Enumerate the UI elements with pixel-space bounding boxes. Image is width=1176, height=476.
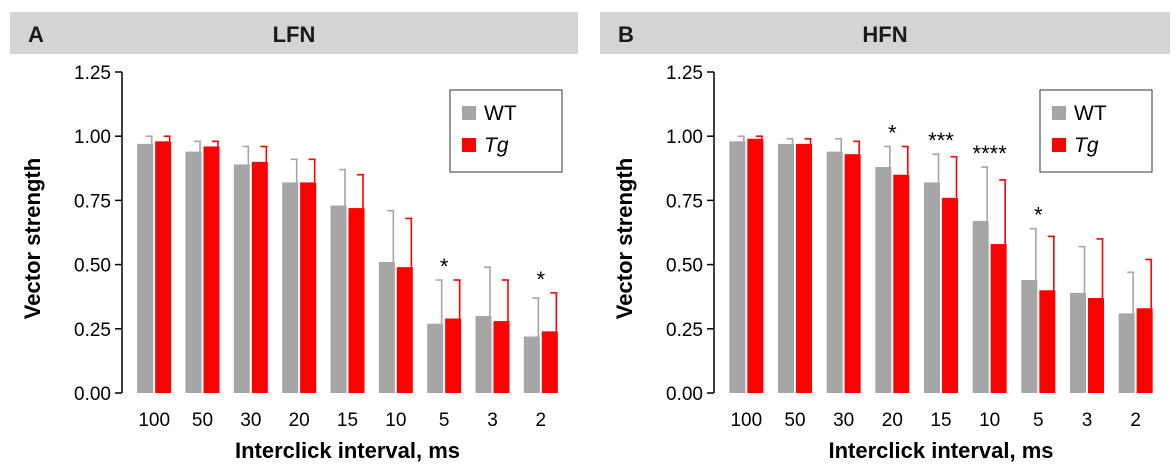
bar-wt [1118, 313, 1135, 393]
y-tick-label: 1.00 [666, 127, 703, 148]
y-axis-label: Vector strength [612, 158, 637, 319]
bar-wt [1021, 280, 1038, 393]
bar-wt [427, 323, 444, 393]
bar-tg [844, 154, 861, 393]
x-axis-label: Interclick interval, ms [829, 438, 1054, 463]
significance-marker: * [1034, 203, 1043, 228]
legend-swatch [1052, 106, 1066, 120]
x-tick-label: 2 [1130, 410, 1141, 431]
x-axis-label: Interclick interval, ms [235, 438, 460, 463]
bar-wt [523, 336, 540, 393]
x-tick-label: 2 [536, 410, 547, 431]
y-tick-label: 0.50 [666, 256, 703, 277]
significance-marker: *** [928, 128, 954, 153]
legend-swatch [462, 106, 476, 120]
bar-wt [282, 182, 299, 393]
bar-wt [185, 151, 202, 393]
legend-label: WT [1074, 102, 1107, 125]
x-tick-label: 50 [192, 410, 213, 431]
bar-tg [445, 318, 462, 393]
x-tick-label: 100 [138, 410, 170, 431]
panel-header [10, 12, 578, 54]
bar-wt [729, 141, 746, 393]
y-tick-label: 0.25 [74, 320, 111, 341]
y-tick-label: 0.75 [74, 191, 111, 212]
bar-tg [990, 244, 1007, 393]
x-tick-label: 15 [337, 410, 358, 431]
bar-wt [924, 182, 940, 393]
bar-tg [541, 331, 558, 393]
y-tick-label: 0.00 [74, 384, 111, 405]
x-tick-label: 3 [487, 410, 498, 431]
significance-marker: * [440, 254, 449, 279]
bar-tg [203, 146, 220, 393]
bar-tg [1039, 290, 1056, 393]
bar-tg [396, 267, 413, 393]
x-tick-label: 30 [240, 410, 261, 431]
y-tick-label: 1.00 [74, 127, 111, 148]
panel-header [600, 12, 1170, 54]
x-tick-label: 30 [833, 410, 854, 431]
legend-label: Tg [1074, 134, 1099, 157]
bar-tg [893, 174, 910, 393]
x-tick-label: 10 [979, 410, 1000, 431]
x-tick-label: 5 [439, 410, 450, 431]
bar-wt [233, 164, 250, 393]
bar-tg [300, 182, 317, 393]
bar-tg [796, 143, 812, 393]
x-tick-label: 10 [385, 410, 406, 431]
legend-label: Tg [484, 134, 509, 157]
bar-wt [826, 151, 843, 393]
x-tick-label: 20 [289, 410, 310, 431]
x-tick-label: 15 [930, 410, 951, 431]
significance-marker: * [537, 267, 546, 292]
bar-wt [137, 143, 154, 393]
y-tick-label: 0.75 [666, 191, 703, 212]
y-tick-label: 1.25 [74, 63, 111, 84]
legend-box [449, 89, 563, 173]
bar-tg [155, 141, 172, 393]
bar-tg [251, 161, 268, 393]
x-tick-label: 50 [784, 410, 805, 431]
bar-wt [778, 143, 794, 393]
y-tick-label: 1.25 [666, 63, 703, 84]
bar-tg [348, 208, 365, 393]
significance-marker: * [888, 120, 897, 145]
panel-letter: B [618, 22, 634, 47]
bar-wt [330, 205, 347, 393]
x-tick-label: 5 [1033, 410, 1044, 431]
panel-title: LFN [273, 22, 316, 47]
bar-wt [875, 167, 892, 393]
legend-swatch [1052, 138, 1066, 152]
bar-wt [378, 262, 395, 393]
bar-tg [747, 138, 764, 393]
x-tick-label: 20 [882, 410, 903, 431]
bar-wt [972, 220, 989, 393]
y-tick-label: 0.50 [74, 256, 111, 277]
y-tick-label: 0.25 [666, 320, 703, 341]
x-tick-label: 100 [730, 410, 762, 431]
panel-letter: A [28, 22, 44, 47]
y-axis-label: Vector strength [20, 158, 45, 319]
legend-box [1039, 89, 1153, 173]
bar-wt [475, 315, 492, 393]
legend-label: WT [484, 102, 517, 125]
panel-title: HFN [862, 22, 907, 47]
bar-tg [493, 321, 510, 393]
y-tick-label: 0.00 [666, 384, 703, 405]
bar-tg [942, 197, 958, 393]
x-tick-label: 3 [1082, 410, 1093, 431]
bar-tg [1136, 308, 1153, 393]
bar-tg [1088, 297, 1104, 393]
bar-wt [1070, 292, 1086, 393]
significance-marker: **** [973, 141, 1008, 166]
legend-swatch [462, 138, 476, 152]
